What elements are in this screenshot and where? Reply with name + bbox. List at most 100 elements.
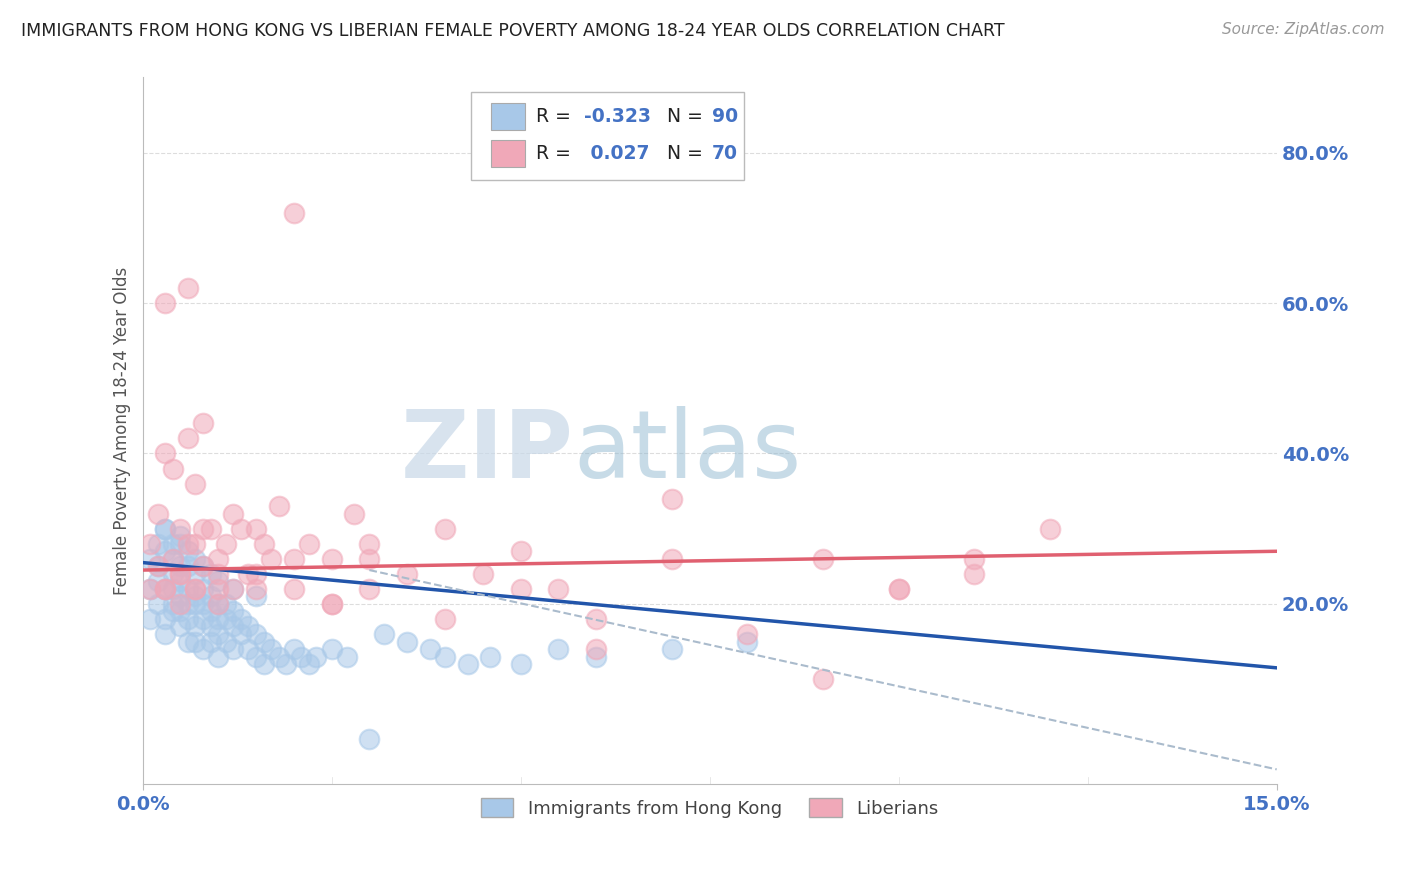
Point bbox=[191, 612, 214, 626]
Point bbox=[811, 672, 834, 686]
Point bbox=[155, 522, 177, 536]
Point bbox=[222, 507, 245, 521]
Point bbox=[963, 566, 986, 581]
Point bbox=[162, 551, 184, 566]
Point bbox=[509, 544, 531, 558]
Point bbox=[207, 627, 229, 641]
Point bbox=[200, 590, 222, 604]
Point bbox=[207, 574, 229, 589]
Point bbox=[245, 590, 267, 604]
Point bbox=[207, 612, 229, 626]
Point bbox=[184, 582, 207, 596]
Point bbox=[184, 590, 207, 604]
Point bbox=[177, 559, 200, 574]
Point bbox=[155, 627, 177, 641]
Point bbox=[359, 732, 381, 747]
Point bbox=[177, 537, 200, 551]
Point bbox=[298, 537, 321, 551]
Point bbox=[169, 566, 191, 581]
Point bbox=[169, 574, 191, 589]
Point bbox=[155, 446, 177, 460]
Point bbox=[184, 582, 207, 596]
Point bbox=[184, 597, 207, 611]
Point bbox=[321, 642, 343, 657]
Point bbox=[433, 612, 456, 626]
Text: -0.323: -0.323 bbox=[583, 107, 651, 126]
Text: 90: 90 bbox=[711, 107, 738, 126]
Point bbox=[547, 582, 569, 596]
Text: 70: 70 bbox=[711, 144, 738, 162]
Point bbox=[146, 507, 169, 521]
Point bbox=[547, 642, 569, 657]
Point bbox=[191, 582, 214, 596]
Point bbox=[260, 551, 283, 566]
Point bbox=[162, 582, 184, 596]
Point bbox=[887, 582, 910, 596]
Point bbox=[169, 522, 191, 536]
Point bbox=[200, 634, 222, 648]
Point bbox=[191, 559, 214, 574]
Point bbox=[252, 657, 274, 671]
Point bbox=[737, 627, 759, 641]
Point bbox=[336, 649, 359, 664]
Point bbox=[191, 597, 214, 611]
Point bbox=[419, 642, 441, 657]
Point bbox=[184, 537, 207, 551]
Point bbox=[155, 612, 177, 626]
Point bbox=[177, 634, 200, 648]
Point bbox=[162, 537, 184, 551]
Point bbox=[222, 642, 245, 657]
Point bbox=[207, 582, 229, 596]
Point bbox=[963, 551, 986, 566]
Text: IMMIGRANTS FROM HONG KONG VS LIBERIAN FEMALE POVERTY AMONG 18-24 YEAR OLDS CORRE: IMMIGRANTS FROM HONG KONG VS LIBERIAN FE… bbox=[21, 22, 1005, 40]
Point bbox=[321, 597, 343, 611]
Point bbox=[396, 566, 419, 581]
Point bbox=[207, 566, 229, 581]
Point bbox=[509, 582, 531, 596]
Point bbox=[177, 582, 200, 596]
Point bbox=[298, 657, 321, 671]
Point bbox=[207, 597, 229, 611]
Point bbox=[200, 522, 222, 536]
Point bbox=[162, 551, 184, 566]
Point bbox=[229, 612, 252, 626]
Point bbox=[177, 281, 200, 295]
Text: R =: R = bbox=[536, 107, 576, 126]
Point bbox=[184, 566, 207, 581]
Text: ZIP: ZIP bbox=[401, 406, 574, 498]
Point bbox=[260, 642, 283, 657]
Y-axis label: Female Poverty Among 18-24 Year Olds: Female Poverty Among 18-24 Year Olds bbox=[114, 267, 131, 595]
Point bbox=[146, 574, 169, 589]
Point bbox=[283, 206, 305, 220]
FancyBboxPatch shape bbox=[471, 92, 744, 180]
Point bbox=[267, 649, 290, 664]
Point bbox=[162, 604, 184, 618]
Point bbox=[887, 582, 910, 596]
Point bbox=[200, 619, 222, 633]
Point bbox=[169, 537, 191, 551]
Point bbox=[184, 551, 207, 566]
Point bbox=[177, 432, 200, 446]
Point bbox=[207, 551, 229, 566]
Text: 0.027: 0.027 bbox=[583, 144, 650, 162]
Point bbox=[585, 649, 607, 664]
Point bbox=[191, 642, 214, 657]
Text: atlas: atlas bbox=[574, 406, 801, 498]
Point bbox=[433, 649, 456, 664]
Point bbox=[177, 544, 200, 558]
Point bbox=[252, 537, 274, 551]
Text: N =: N = bbox=[655, 144, 709, 162]
Point bbox=[305, 649, 328, 664]
Point bbox=[169, 597, 191, 611]
FancyBboxPatch shape bbox=[491, 140, 524, 167]
Point bbox=[200, 604, 222, 618]
Point bbox=[169, 559, 191, 574]
Point bbox=[146, 597, 169, 611]
Text: Source: ZipAtlas.com: Source: ZipAtlas.com bbox=[1222, 22, 1385, 37]
Point bbox=[238, 566, 260, 581]
Point bbox=[245, 522, 267, 536]
Point bbox=[169, 604, 191, 618]
Point bbox=[343, 507, 366, 521]
Point bbox=[1039, 522, 1062, 536]
Point bbox=[359, 537, 381, 551]
